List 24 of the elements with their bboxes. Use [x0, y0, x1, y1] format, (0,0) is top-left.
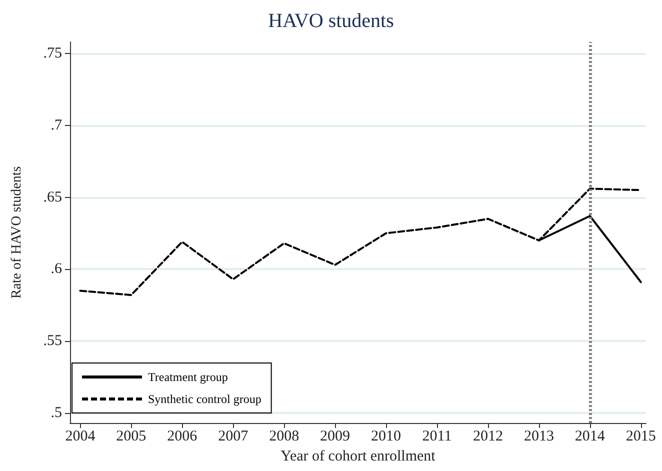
x-axis-title: Year of cohort enrollment: [280, 448, 436, 464]
x-tick-label: 2015: [626, 428, 656, 444]
y-tick-label: .6: [50, 261, 62, 278]
y-tick-label: .75: [43, 46, 62, 62]
y-tick-label: .55: [43, 333, 62, 350]
x-tick-label: 2006: [167, 428, 198, 444]
legend-label: Synthetic control group: [148, 392, 262, 406]
x-tick-label: 2004: [65, 428, 96, 444]
x-tick-label: 2014: [574, 428, 606, 444]
x-tick-label: 2013: [524, 428, 554, 444]
legend-label: Treatment group: [148, 370, 228, 384]
chart-title: HAVO students: [268, 10, 394, 32]
x-tick-label: 2011: [422, 428, 452, 444]
x-tick-label: 2009: [320, 428, 350, 444]
y-tick-label: .65: [43, 189, 62, 206]
x-tick-label: 2005: [116, 428, 146, 444]
x-tick-label: 2010: [371, 428, 402, 444]
x-tick-label: 2007: [218, 428, 249, 444]
y-axis-title: Rate of HAVO students: [10, 166, 24, 299]
y-tick-label: .5: [50, 404, 62, 421]
y-tick-label: .7: [50, 117, 62, 134]
x-tick-label: 2012: [472, 428, 503, 444]
line-series: [79, 188, 642, 296]
x-tick-label: 2008: [269, 428, 300, 444]
